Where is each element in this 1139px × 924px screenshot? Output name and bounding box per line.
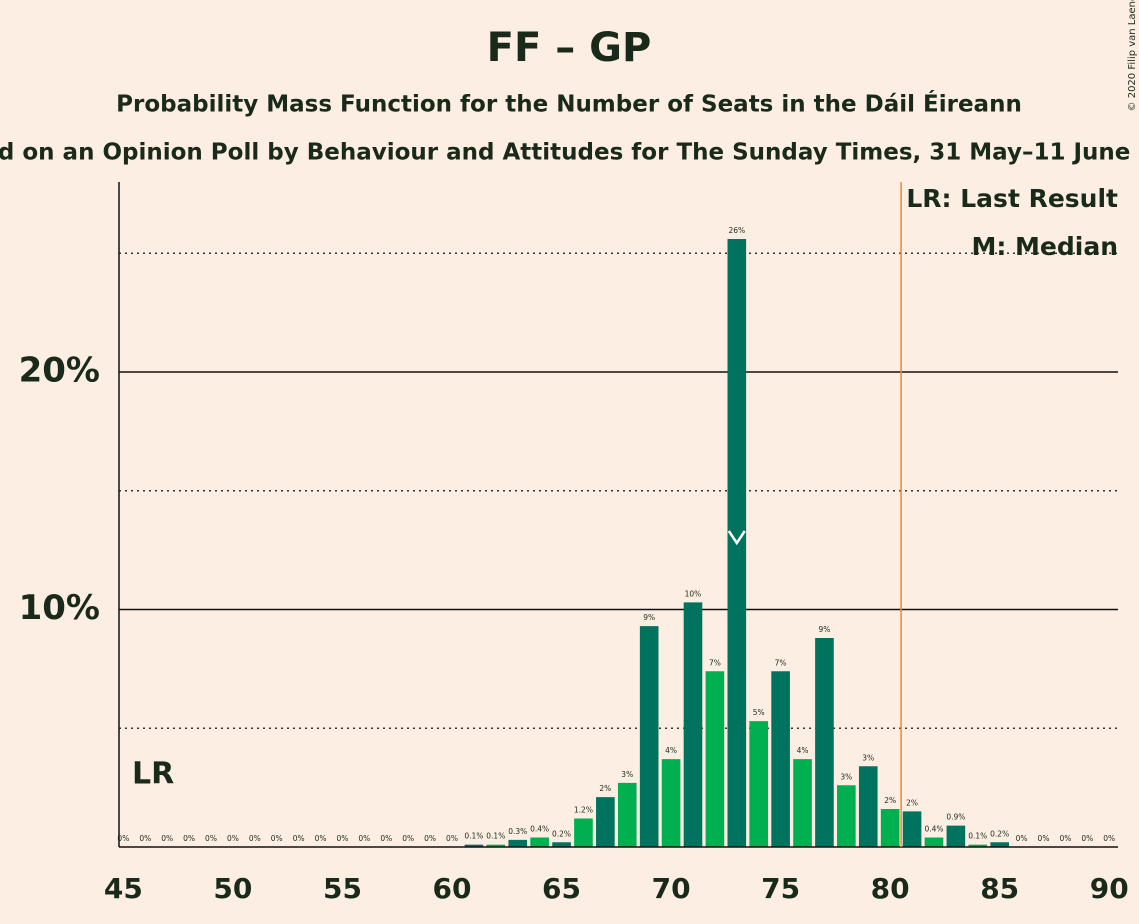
value-label: 0.3%	[508, 827, 527, 836]
value-label: 0%	[293, 834, 305, 843]
value-label: 2%	[599, 784, 611, 793]
value-label: 7%	[709, 658, 721, 667]
bar	[486, 844, 506, 847]
value-label: 3%	[840, 772, 852, 781]
bar	[705, 671, 725, 847]
value-label: 1.2%	[574, 806, 593, 815]
x-tick-label: 45	[104, 872, 143, 905]
value-label: 0%	[1016, 834, 1028, 843]
value-label: 0.1%	[486, 832, 505, 841]
value-label: 0%	[315, 834, 327, 843]
bar	[902, 811, 922, 847]
bar	[639, 626, 659, 847]
value-label: 0%	[358, 834, 370, 843]
value-label: 0.1%	[464, 832, 483, 841]
bar	[924, 837, 944, 847]
bar	[858, 766, 878, 847]
value-label: 10%	[685, 589, 702, 598]
copyright: © 2020 Filip van Laenen	[1127, 0, 1138, 111]
x-tick-label: 60	[433, 872, 472, 905]
bar	[990, 842, 1010, 847]
value-label: 5%	[753, 708, 765, 717]
value-label: 7%	[775, 658, 787, 667]
value-label: 3%	[862, 753, 874, 762]
legend-entry: M: Median	[971, 232, 1118, 261]
y-tick-label: 20%	[19, 351, 100, 391]
value-label: 0%	[1059, 834, 1071, 843]
median-marker	[727, 530, 746, 546]
value-label: 0.1%	[968, 832, 987, 841]
y-tick-label: 10%	[19, 588, 100, 628]
value-label: 0%	[183, 834, 195, 843]
x-tick-label: 80	[871, 872, 910, 905]
bar	[596, 797, 615, 847]
bar	[552, 842, 571, 847]
value-label: 2%	[906, 798, 918, 807]
value-label: 0.2%	[990, 829, 1009, 838]
value-label: 4%	[797, 746, 809, 755]
value-label: 0%	[337, 834, 349, 843]
bar	[793, 759, 812, 847]
value-label: 0%	[249, 834, 261, 843]
x-tick-label: 70	[652, 872, 691, 905]
value-label: 0%	[1038, 834, 1050, 843]
x-tick-label: 85	[980, 872, 1019, 905]
value-label: 0%	[424, 834, 436, 843]
bar	[530, 837, 549, 847]
value-label: 0%	[117, 834, 129, 843]
x-tick-label: 55	[323, 872, 362, 905]
value-label: 0.9%	[946, 813, 965, 822]
bar	[968, 844, 988, 847]
value-label: 0%	[1103, 834, 1115, 843]
bar	[749, 721, 769, 847]
bar	[880, 809, 900, 847]
bar	[574, 818, 593, 847]
last-result-label: LR	[132, 757, 174, 792]
chart-title: FF – GP	[487, 25, 652, 71]
bar	[464, 844, 484, 847]
value-label: 2%	[884, 796, 896, 805]
bar	[661, 759, 681, 847]
bar	[508, 839, 528, 847]
value-label: 0%	[446, 834, 458, 843]
value-label: 0.4%	[530, 825, 549, 834]
bar	[815, 638, 834, 847]
x-tick-label: 50	[213, 872, 252, 905]
bar	[946, 825, 966, 847]
value-label: 0%	[205, 834, 217, 843]
bar	[683, 602, 703, 847]
chart-subtitle: Probability Mass Function for the Number…	[116, 90, 1022, 118]
value-label: 0.2%	[552, 829, 571, 838]
value-label: 0%	[1081, 834, 1093, 843]
value-label: 3%	[621, 770, 633, 779]
legend-entry: LR: Last Result	[906, 184, 1118, 213]
value-label: 9%	[643, 613, 655, 622]
value-label: 0%	[161, 834, 173, 843]
value-label: 0%	[271, 834, 283, 843]
bar	[771, 671, 790, 847]
value-label: 0.4%	[924, 825, 943, 834]
chart-caption: Based on an Opinion Poll by Behaviour an…	[0, 140, 1139, 166]
x-tick-label: 90	[1090, 872, 1129, 905]
x-tick-label: 65	[542, 872, 581, 905]
bar	[837, 785, 856, 847]
bar	[617, 782, 637, 847]
value-label: 9%	[818, 625, 830, 634]
value-label: 26%	[728, 226, 745, 235]
value-label: 0%	[227, 834, 239, 843]
value-label: 4%	[665, 746, 677, 755]
x-tick-label: 75	[761, 872, 800, 905]
value-label: 0%	[380, 834, 392, 843]
value-label: 0%	[402, 834, 414, 843]
value-label: 0%	[139, 834, 151, 843]
